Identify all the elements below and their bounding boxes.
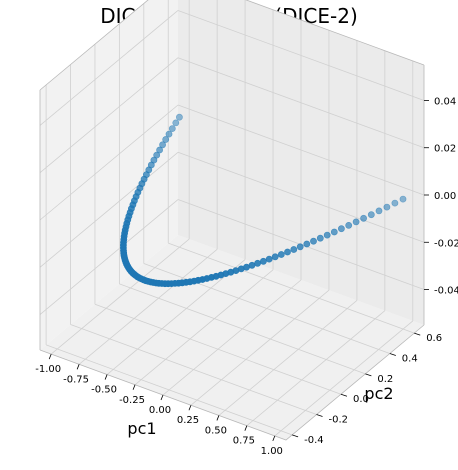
y-tick: [316, 414, 323, 417]
scatter-points: [120, 113, 407, 288]
z-tick-label: -0.04: [434, 286, 458, 297]
data-point: [345, 221, 353, 229]
y-tick-label: -0.4: [304, 435, 324, 446]
x-grid-line: [162, 279, 302, 396]
y-tick: [414, 332, 421, 336]
y-axis-label: pc2: [364, 384, 393, 403]
data-point: [172, 119, 180, 127]
data-point: [360, 214, 367, 222]
data-point: [254, 259, 261, 267]
data-point: [168, 125, 176, 133]
z-grid-line: [39, 151, 179, 268]
y-tick-label: 0.6: [426, 333, 442, 344]
y-grid-line: [143, 263, 390, 354]
data-point: [323, 231, 331, 239]
data-point: [330, 228, 338, 236]
z-tick-label: 0.04: [434, 97, 456, 108]
data-point: [277, 251, 285, 258]
x-tick: [104, 374, 108, 380]
x-grid-line: [246, 310, 386, 426]
x-grid-line: [134, 269, 274, 386]
data-point: [303, 240, 311, 248]
data-point: [156, 146, 163, 154]
tick-labels: -1.00-0.75-0.50-0.25 0.00 0.25 0.50 0.75 1.00…: [35, 97, 458, 457]
y-grid-line: [168, 242, 415, 334]
data-point: [159, 141, 166, 149]
x-tick-label: 1.00: [261, 446, 283, 457]
y-tick-label: 0.0: [353, 394, 369, 405]
y-tick: [365, 373, 372, 377]
x-tick-label: 0.50: [205, 426, 227, 437]
data-point: [290, 246, 298, 253]
x-tick: [216, 415, 220, 421]
z-grid-line: [39, 10, 179, 126]
data-point: [337, 225, 345, 233]
x-grid-line: [218, 300, 358, 416]
data-point: [175, 113, 183, 121]
z-tick-label: 0.02: [434, 144, 456, 155]
y-tick: [340, 393, 348, 397]
x-grid-line: [50, 238, 190, 355]
z-tick-label: 0.00: [434, 191, 456, 202]
x-tick-label: -0.75: [63, 374, 89, 385]
x-tick: [132, 384, 136, 390]
tick-marks: [48, 100, 429, 442]
y-tick-label: 0.2: [377, 374, 393, 385]
x-tick: [76, 364, 80, 370]
data-point: [296, 243, 304, 251]
data-point: [271, 253, 279, 261]
data-point: [383, 203, 391, 211]
z-grid-line: [177, 151, 425, 243]
y-tick: [291, 434, 299, 438]
x-tick-label: -0.50: [91, 385, 117, 396]
data-point: [284, 248, 291, 256]
x-grid-line: [190, 289, 330, 406]
data-point: [142, 277, 150, 285]
data-point: [265, 255, 273, 263]
z-grid-line: [39, 104, 179, 221]
x-tick: [48, 353, 52, 360]
data-point: [352, 218, 360, 226]
data-point: [165, 130, 173, 138]
data-point: [367, 211, 375, 219]
z-grid-line: [39, 57, 179, 174]
data-point: [259, 257, 267, 265]
z-grid-line: [39, 199, 179, 315]
x-grid-line: [106, 259, 246, 375]
y-tick: [389, 353, 396, 356]
top-edge: [39, 0, 425, 91]
z-grid-line: [177, 57, 425, 149]
z-grid-line: [177, 104, 425, 196]
y-grid-line: [94, 303, 342, 395]
data-point: [310, 237, 317, 245]
x-tick-label: 0.00: [149, 405, 171, 416]
x-axis-label: pc1: [127, 419, 156, 438]
data-point: [316, 234, 324, 242]
y-tick-label: 0.4: [402, 354, 418, 365]
floor-edge: [39, 324, 425, 441]
data-point: [391, 199, 399, 207]
x-tick: [188, 405, 192, 411]
x-tick-label: -1.00: [35, 364, 61, 375]
y-grid-line: [119, 283, 366, 375]
x-tick-label: 0.25: [177, 415, 199, 426]
y-tick-label: -0.2: [329, 415, 349, 426]
x-tick-label: -0.25: [119, 395, 145, 406]
x-tick: [244, 425, 248, 431]
y-grid-line: [70, 324, 317, 415]
x-tick: [160, 394, 164, 401]
data-point: [162, 136, 170, 143]
data-point: [399, 195, 407, 203]
z-tick-label: -0.02: [434, 238, 458, 249]
data-point: [375, 207, 383, 215]
x-tick-label: 0.75: [233, 436, 255, 447]
x-grid-line: [78, 249, 218, 365]
z-grid-line: [177, 10, 425, 101]
x-tick: [272, 435, 276, 442]
x-grid-line: [274, 320, 414, 437]
y-grid-line: [45, 344, 293, 436]
